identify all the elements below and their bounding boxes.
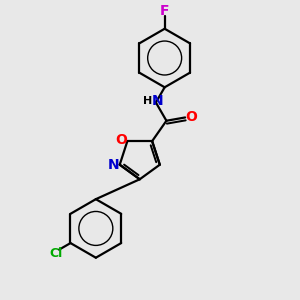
Text: Cl: Cl [49,247,62,260]
Text: H: H [143,96,152,106]
Text: N: N [152,94,163,108]
Text: F: F [160,4,169,18]
Text: N: N [107,158,119,172]
Text: O: O [186,110,197,124]
Text: O: O [115,133,127,147]
